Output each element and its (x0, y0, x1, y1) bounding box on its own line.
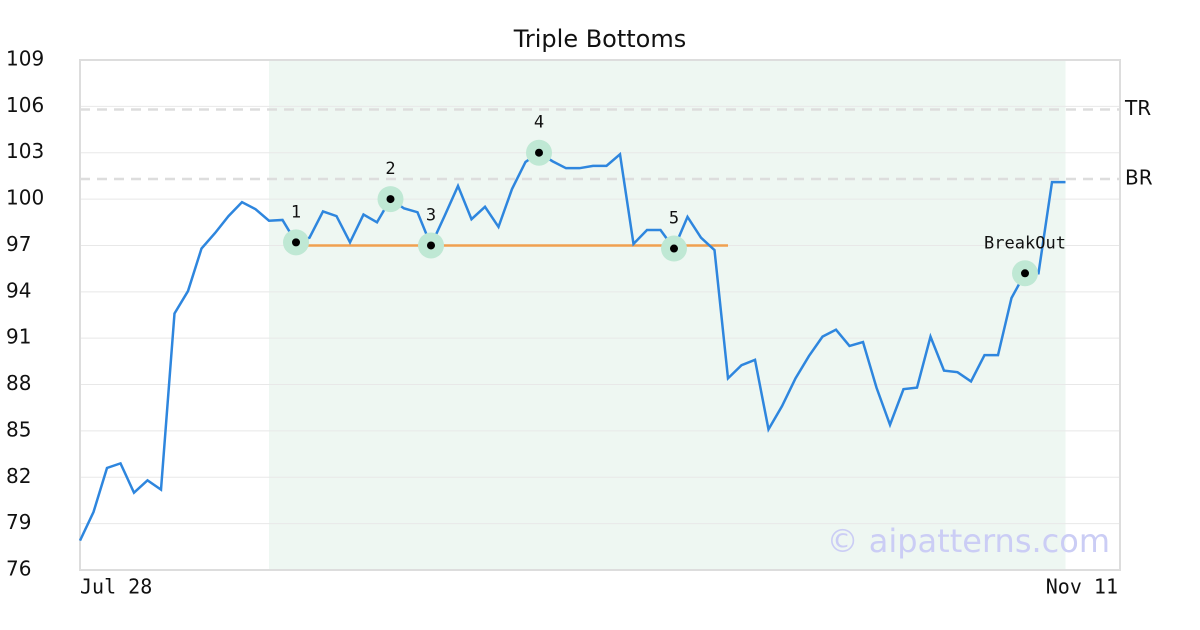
plot-border (79, 59, 1121, 571)
pattern-point (670, 244, 678, 253)
pattern-point (1021, 269, 1029, 278)
pattern-label: 5 (669, 209, 679, 229)
level-label: BR (1125, 166, 1153, 190)
y-tick-label: 88 (6, 371, 31, 395)
pattern-label: 1 (291, 202, 301, 222)
pattern-region (269, 60, 1066, 570)
pattern-point (386, 195, 395, 204)
pattern-point (292, 238, 300, 247)
y-tick-label: 109 (6, 47, 44, 71)
y-tick-label: 106 (6, 93, 44, 117)
y-tick-label: 91 (6, 325, 31, 349)
y-tick-label: 82 (6, 464, 31, 488)
pattern-point (535, 148, 543, 157)
y-tick-label: 100 (6, 186, 44, 210)
pattern-label: BreakOut (984, 233, 1066, 253)
pattern-label: 4 (534, 113, 544, 133)
y-tick-label: 76 (6, 557, 31, 581)
pattern-label: 2 (385, 159, 395, 179)
pattern-label: 3 (426, 205, 436, 225)
pattern-point (427, 241, 435, 250)
y-tick-label: 97 (6, 232, 31, 256)
x-tick-label: Jul 28 (80, 575, 152, 599)
y-tick-label: 85 (6, 417, 31, 441)
watermark: © aipatterns.com (827, 522, 1110, 560)
price-line (78, 151, 1066, 542)
chart-title: Triple Bottoms (513, 25, 687, 53)
y-tick-label: 103 (6, 139, 44, 163)
level-label: TR (1124, 96, 1151, 120)
y-tick-label: 94 (6, 278, 31, 302)
y-tick-label: 79 (6, 510, 31, 534)
x-tick-label: Nov 11 (1046, 575, 1118, 599)
